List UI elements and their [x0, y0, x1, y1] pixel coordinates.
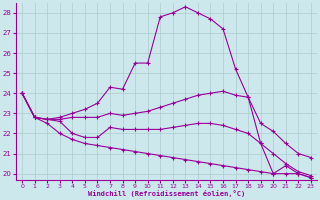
X-axis label: Windchill (Refroidissement éolien,°C): Windchill (Refroidissement éolien,°C)	[88, 190, 245, 197]
